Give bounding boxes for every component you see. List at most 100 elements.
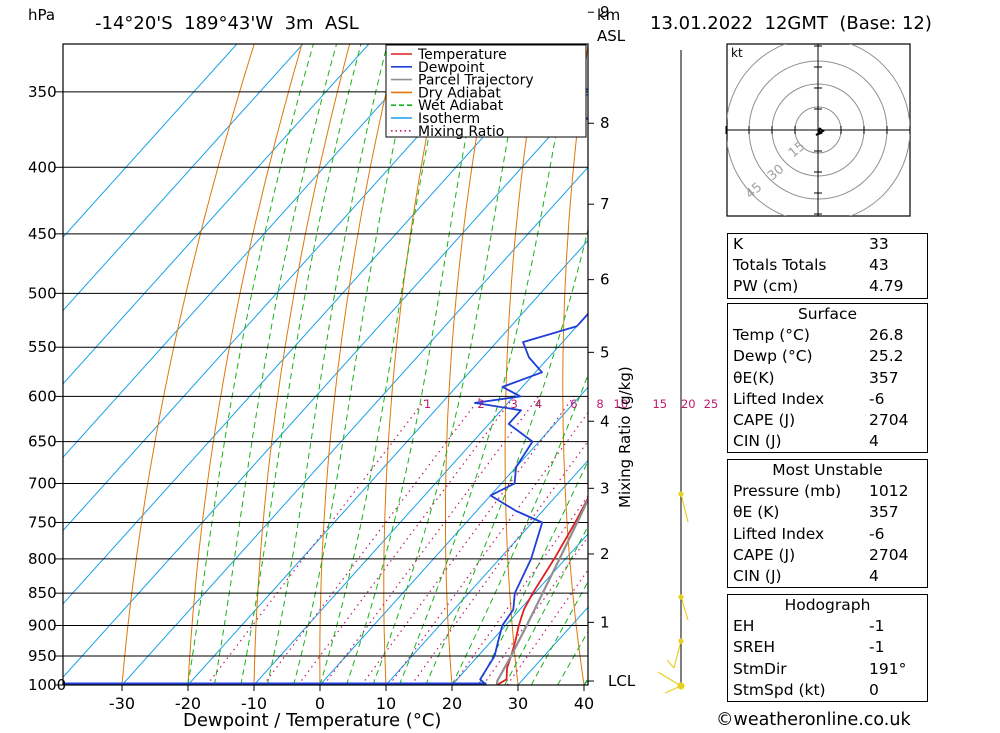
hodograph-row: StmDir 191° <box>728 659 927 680</box>
surface-row: Dewp (°C) 25.2 <box>728 346 927 367</box>
height-tick-label: 9 <box>600 3 610 21</box>
height-tick-label: 3 <box>600 479 610 497</box>
pressure-tick-label: 1000 <box>28 676 66 694</box>
dry-adiabat-line <box>121 44 255 685</box>
legend-label: Temperature <box>417 47 507 63</box>
pressure-tick-label: 700 <box>28 474 57 492</box>
most-unstable-row: Lifted Index -6 <box>728 524 927 545</box>
height-tick-label: 5 <box>600 343 610 361</box>
most-unstable-label: Lifted Index <box>733 524 825 543</box>
wet-adiabat-line <box>213 44 338 685</box>
hodograph-value: 191° <box>869 659 907 678</box>
surface-table: Surface Temp (°C) 26.8 Dewp (°C) 25.2 θE(K… <box>727 303 928 454</box>
dry-adiabat-line <box>922 5 1000 685</box>
surface-value: -6 <box>869 389 885 408</box>
mixing-ratio-label: 20 <box>681 397 696 411</box>
most-unstable-row: CAPE (J) 2704 <box>728 545 927 566</box>
index-value: 33 <box>869 235 889 253</box>
temperature-tick-label: -10 <box>241 694 267 713</box>
surface-value: 357 <box>869 368 899 387</box>
most-unstable-value: 1012 <box>869 482 909 501</box>
pressure-axis: 350 400 450 500 550 600 650 700 750 800 850 900 950 1… <box>28 83 66 694</box>
pressure-unit-label: hPa <box>28 6 55 24</box>
datetime-title: 13.01.2022 12GMT (Base: 12) <box>650 13 932 34</box>
most-unstable-value: 357 <box>869 503 899 522</box>
wet-adiabat-line <box>530 580 588 685</box>
pressure-tick-label: 950 <box>28 647 57 665</box>
most-unstable-row: θE (K) 357 <box>728 502 927 523</box>
hodograph-table: Hodograph EH -1 SREH -1 StmDir 191° StmSpd … <box>727 594 928 702</box>
surface-value: 25.2 <box>869 347 904 366</box>
index-value: 4.79 <box>869 277 904 296</box>
wind-profile <box>657 50 689 694</box>
surface-row: CIN (J) 4 <box>728 431 927 452</box>
mixing-ratio-line <box>323 396 539 685</box>
wet-adiabat-line <box>293 44 417 685</box>
pressure-tick-label: 500 <box>28 284 57 302</box>
temperature-tick-label: -30 <box>109 694 135 713</box>
pressure-tick-label: 650 <box>28 433 57 451</box>
most-unstable-value: 4 <box>869 566 879 585</box>
index-value: 43 <box>869 256 889 275</box>
height-tick-label: LCL <box>608 672 636 690</box>
index-row-totals: Totals Totals 43 <box>728 255 927 276</box>
height-tick-label: 1 <box>600 613 610 631</box>
hodograph-row: EH -1 <box>728 616 927 637</box>
most-unstable-label: CIN (J) <box>733 566 782 585</box>
x-axis-title: Dewpoint / Temperature (°C) <box>183 710 441 731</box>
index-label: PW (cm) <box>733 277 799 296</box>
wind-barb <box>657 491 689 694</box>
surface-label: Temp (°C) <box>733 326 810 345</box>
pressure-tick-label: 350 <box>28 83 57 101</box>
hodograph-label: EH <box>733 617 755 636</box>
temperature-tick-label: 10 <box>376 694 396 713</box>
isotherm-line <box>385 459 588 685</box>
isotherm-line <box>63 44 304 312</box>
surface-value: 2704 <box>869 410 909 429</box>
surface-value: 26.8 <box>869 326 904 345</box>
index-row-k: K 33 <box>728 234 927 255</box>
height-tick-label: 6 <box>600 271 610 289</box>
mixing-ratio-label: 10 <box>614 397 629 411</box>
pressure-tick-label: 400 <box>28 158 57 176</box>
hodograph-value: -1 <box>869 638 885 657</box>
dry-adiabat-line <box>619 5 650 685</box>
credit-text: ©weatheronline.co.uk <box>716 710 911 730</box>
mixing-ratio-line <box>262 396 482 685</box>
most-unstable-label: Pressure (mb) <box>733 482 842 501</box>
surface-label: θE(K) <box>733 368 775 387</box>
height-axis: 9 8 7 6 5 4 3 2 1 LCL <box>588 3 636 690</box>
surface-label: Lifted Index <box>733 389 825 408</box>
surface-row: Lifted Index -6 <box>728 389 927 410</box>
wet-adiabat-line <box>187 44 314 685</box>
most-unstable-value: 2704 <box>869 545 909 564</box>
temperature-axis: -30 -20 -10 0 10 20 30 40 <box>109 685 594 713</box>
surface-row: CAPE (J) 2704 <box>728 410 927 431</box>
most-unstable-table: Most Unstable Pressure (mb) 1012 θE (K) 35… <box>727 459 928 589</box>
legend-label: Mixing Ratio <box>418 124 504 140</box>
surface-label: CAPE (J) <box>733 410 796 429</box>
most-unstable-value: -6 <box>869 524 885 543</box>
height-tick-label: 8 <box>600 114 610 132</box>
plot-frame <box>62 43 589 686</box>
isotherm-line <box>121 166 588 685</box>
temperature-tick-label: 30 <box>508 694 528 713</box>
pressure-tick-label: 850 <box>28 584 57 602</box>
dry-adiabat-line <box>253 44 351 685</box>
pressure-tick-label: 900 <box>28 616 57 634</box>
temperature-tick-label: -20 <box>175 694 201 713</box>
hodograph: kt 15 30 45 <box>725 43 911 217</box>
isotherm-line <box>63 44 370 385</box>
dry-adiabat-line <box>187 44 303 685</box>
mixing-ratio-line <box>206 396 429 685</box>
most-unstable-title: Most Unstable <box>772 461 883 479</box>
legend-label: Dewpoint <box>418 60 485 76</box>
hodograph-value: -1 <box>869 617 885 636</box>
legend-label: Parcel Trajectory <box>418 73 534 89</box>
wet-adiabat-line <box>266 44 388 685</box>
wet-adiabat-line <box>398 44 573 685</box>
isotherm-line <box>63 44 238 238</box>
mixing-ratio-label: 6 <box>570 397 577 411</box>
